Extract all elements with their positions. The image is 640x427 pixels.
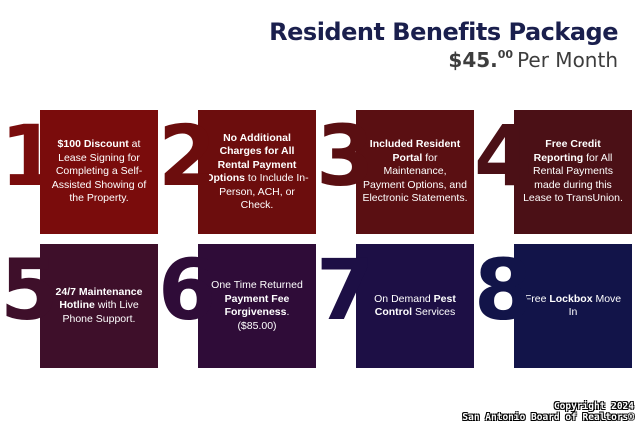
copyright-notice: Copyright 2024 San Antonio Board of Real… — [462, 401, 634, 423]
benefit-text: $100 Discount at Lease Signing for Compl… — [51, 138, 147, 205]
price-line: $45.00 Per Month — [448, 48, 618, 72]
benefit-number: 5 — [0, 241, 58, 339]
benefit-box: No Additional Charges for All Rental Pay… — [198, 110, 316, 234]
benefit-box: Included Resident Portal for Maintenance… — [356, 110, 474, 234]
benefit-box: Free Lockbox Move In — [514, 244, 632, 368]
benefit-card-5: 5 24/7 Maintenance Hotline with Live Pho… — [0, 244, 158, 368]
benefit-card-6: 6 One Time Returned Payment Fee Forgiven… — [158, 244, 316, 368]
benefit-card-8: 8 Free Lockbox Move In — [474, 244, 632, 368]
page-title: Resident Benefits Package — [269, 18, 618, 46]
copyright-owner: San Antonio Board of Realtors® — [462, 412, 634, 423]
benefit-box: $100 Discount at Lease Signing for Compl… — [40, 110, 158, 234]
price-cents: 00 — [497, 48, 514, 61]
benefit-text: No Additional Charges for All Rental Pay… — [205, 131, 309, 212]
price-dollars: $45. — [448, 48, 498, 72]
benefit-text: 24/7 Maintenance Hotline with Live Phone… — [55, 285, 143, 325]
benefit-box: 24/7 Maintenance Hotline with Live Phone… — [40, 244, 158, 368]
benefit-card-2: 2 No Additional Charges for All Rental P… — [158, 110, 316, 234]
benefit-number: 6 — [158, 241, 216, 339]
benefit-box: One Time Returned Payment Fee Forgivenes… — [198, 244, 316, 368]
copyright-line: Copyright 2024 — [553, 401, 634, 412]
benefit-text: On Demand Pest Control Services — [374, 292, 456, 319]
benefit-number: 8 — [474, 241, 532, 339]
benefit-number: 4 — [474, 107, 532, 205]
benefit-card-4: 4 Free Credit Reporting for All Rental P… — [474, 110, 632, 234]
benefit-box: Free Credit Reporting for All Rental Pay… — [514, 110, 632, 234]
benefit-card-7: 7 On Demand Pest Control Services — [316, 244, 474, 368]
price-suffix: Per Month — [517, 48, 618, 72]
benefit-text: Included Resident Portal for Maintenance… — [362, 138, 468, 205]
benefit-text: One Time Returned Payment Fee Forgivenes… — [211, 279, 303, 332]
benefit-text: Free Lockbox Move In — [524, 292, 622, 319]
benefit-number: 2 — [158, 107, 216, 205]
benefit-number: 1 — [0, 107, 58, 205]
benefit-number: 7 — [316, 241, 374, 339]
benefit-card-1: 1 $100 Discount at Lease Signing for Com… — [0, 110, 158, 234]
benefit-card-3: 3 Included Resident Portal for Maintenan… — [316, 110, 474, 234]
benefit-text: Free Credit Reporting for All Rental Pay… — [523, 138, 623, 205]
benefit-box: On Demand Pest Control Services — [356, 244, 474, 368]
benefit-number: 3 — [316, 107, 374, 205]
